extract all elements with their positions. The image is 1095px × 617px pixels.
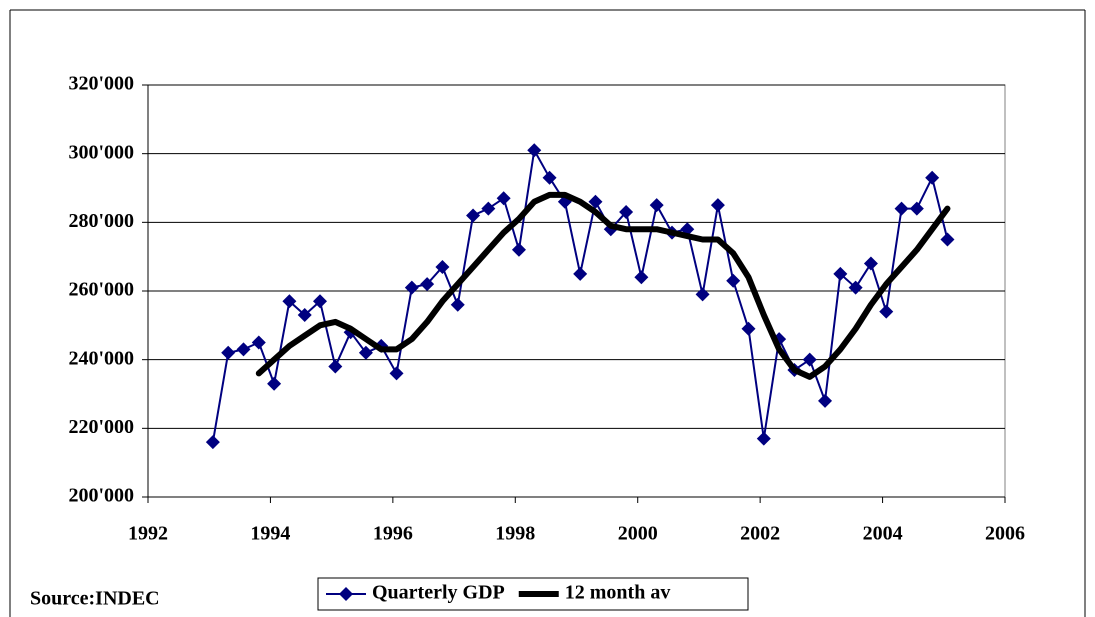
- data-point: [848, 280, 863, 295]
- data-point: [221, 345, 236, 360]
- legend: Quarterly GDP 12 month av: [317, 577, 749, 611]
- x-tick-label: 2004: [863, 523, 903, 545]
- data-point: [818, 393, 833, 408]
- data-point: [940, 232, 955, 247]
- x-tick-label: 1992: [128, 523, 168, 545]
- y-tick-label: 260'000: [68, 279, 134, 301]
- data-point: [404, 280, 419, 295]
- data-point: [542, 170, 557, 185]
- data-point: [527, 143, 542, 158]
- data-point: [435, 259, 450, 274]
- y-tick-label: 280'000: [68, 210, 134, 232]
- y-tick-label: 200'000: [68, 485, 134, 507]
- series-line: [211, 149, 949, 444]
- data-point: [496, 191, 511, 206]
- y-tick-label: 300'000: [68, 141, 134, 163]
- x-tick-label: 2000: [618, 523, 658, 545]
- data-point: [588, 194, 603, 209]
- y-tick-label: 240'000: [68, 347, 134, 369]
- data-point: [358, 345, 373, 360]
- y-tick-label: 220'000: [68, 416, 134, 438]
- x-tick-label: 1998: [495, 523, 535, 545]
- data-point: [205, 435, 220, 450]
- data-point: [313, 294, 328, 309]
- data-point: [619, 205, 634, 220]
- x-tick-label: 1996: [373, 523, 413, 545]
- data-point: [909, 201, 924, 216]
- data-point: [710, 198, 725, 213]
- data-point: [297, 308, 312, 323]
- y-tick-label: 320'000: [68, 73, 134, 95]
- data-point: [833, 266, 848, 281]
- data-point: [649, 198, 664, 213]
- data-point: [420, 277, 435, 292]
- data-point: [756, 431, 771, 446]
- x-tick-label: 2006: [985, 523, 1025, 545]
- legend-marker: [339, 587, 353, 601]
- data-point: [466, 208, 481, 223]
- data-point: [726, 273, 741, 288]
- data-point: [863, 256, 878, 271]
- data-point: [389, 366, 404, 381]
- data-point: [925, 170, 940, 185]
- data-point: [236, 342, 251, 357]
- data-point: [802, 352, 817, 367]
- x-tick-label: 2002: [740, 523, 780, 545]
- source-note: Source:INDEC: [30, 588, 160, 610]
- data-point: [328, 359, 343, 374]
- data-point: [741, 321, 756, 336]
- data-point: [282, 294, 297, 309]
- data-point: [695, 287, 710, 302]
- data-point: [450, 297, 465, 312]
- data-point: [481, 201, 496, 216]
- legend-label: 12 month av: [565, 582, 671, 604]
- data-point: [573, 266, 588, 281]
- data-point: [251, 335, 266, 350]
- data-point: [879, 304, 894, 319]
- data-point: [267, 376, 282, 391]
- data-point: [894, 201, 909, 216]
- data-point: [511, 242, 526, 257]
- series-line: [255, 191, 951, 380]
- data-point: [634, 270, 649, 285]
- x-tick-label: 1994: [250, 523, 290, 545]
- legend-label: Quarterly GDP: [372, 582, 505, 604]
